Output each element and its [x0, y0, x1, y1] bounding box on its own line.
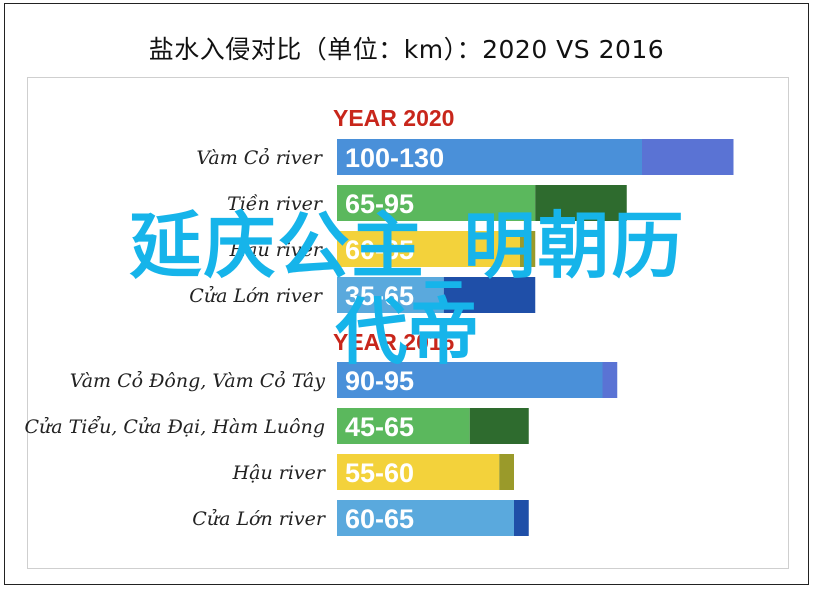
bar-main-0-2: [337, 231, 520, 267]
bar-range-1-0: [602, 362, 618, 398]
bar-main-0-1: [337, 185, 536, 221]
category-label-0-1: Tiền river: [227, 193, 324, 215]
bar-main-1-0: [337, 362, 603, 398]
section-title-1: YEAR 2016: [333, 329, 454, 355]
category-label-1-3: Cửa Lớn river: [192, 508, 327, 530]
bar-main-0-0: [337, 139, 642, 175]
category-label-0-0: Vàm Cỏ river: [196, 147, 324, 169]
bar-main-1-1: [337, 408, 470, 444]
category-label-1-0: Vàm Cỏ Đông, Vàm Cỏ Tây: [70, 370, 326, 392]
category-label-1-2: Hậu river: [232, 462, 327, 484]
bar-range-0-1: [535, 185, 627, 221]
bar-main-0-3: [337, 277, 444, 313]
value-label-0-0: 100-130: [345, 143, 444, 173]
value-label-1-0: 90-95: [345, 366, 414, 396]
category-label-1-1: Cửa Tiểu, Cửa Đại, Hàm Luông: [24, 416, 325, 438]
category-label-0-3: Cửa Lớn river: [189, 285, 324, 307]
chart-title: 盐水入侵对比（单位：km）：2020 VS 2016: [148, 35, 665, 64]
section-title-0: YEAR 2020: [333, 105, 454, 131]
bar-range-1-1: [469, 408, 529, 444]
value-label-0-3: 35-65: [345, 281, 414, 311]
bar-range-0-3: [443, 277, 536, 313]
bar-range-1-2: [499, 454, 514, 490]
category-label-0-2: Hậu river: [229, 239, 324, 261]
bar-range-0-2: [520, 231, 536, 267]
value-label-0-2: 60-65: [345, 235, 414, 265]
bar-main-1-3: [337, 500, 514, 536]
value-label-1-1: 45-65: [345, 412, 414, 442]
value-label-0-1: 65-95: [345, 189, 414, 219]
value-label-1-3: 60-65: [345, 504, 414, 534]
value-label-1-2: 55-60: [345, 458, 414, 488]
bar-range-0-0: [642, 139, 734, 175]
bar-range-1-3: [514, 500, 529, 536]
bar-main-1-2: [337, 454, 500, 490]
